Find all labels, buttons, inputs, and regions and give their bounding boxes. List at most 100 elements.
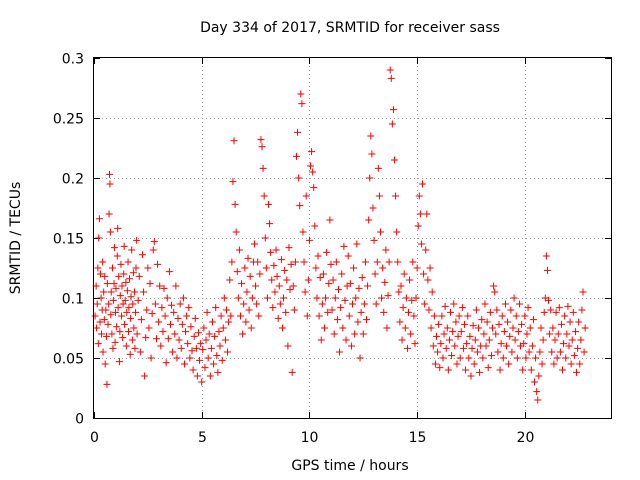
- data-point: [208, 318, 216, 326]
- data-point: [270, 262, 278, 270]
- data-point: [495, 320, 503, 328]
- data-point: [175, 336, 183, 344]
- x-tick-label: 5: [198, 430, 207, 446]
- data-point: [429, 342, 437, 350]
- data-point: [264, 200, 272, 208]
- data-point: [428, 288, 436, 296]
- data-point: [300, 258, 308, 266]
- data-point: [107, 311, 115, 319]
- data-point: [229, 178, 237, 186]
- data-point: [490, 282, 498, 290]
- data-point: [315, 312, 323, 320]
- data-point: [419, 180, 427, 188]
- data-point: [434, 348, 442, 356]
- data-point: [375, 192, 383, 200]
- data-point: [567, 360, 575, 368]
- data-point: [361, 258, 369, 266]
- data-point: [98, 330, 106, 338]
- data-point: [442, 344, 450, 352]
- data-point: [514, 328, 522, 336]
- data-point: [508, 348, 516, 356]
- data-point: [416, 210, 424, 218]
- data-point: [511, 336, 519, 344]
- data-point: [161, 312, 169, 320]
- data-point: [166, 320, 174, 328]
- data-point: [455, 312, 463, 320]
- data-point: [476, 368, 484, 376]
- data-point: [352, 294, 360, 302]
- data-point: [579, 288, 587, 296]
- data-point: [388, 120, 396, 128]
- data-point: [569, 308, 577, 316]
- data-point: [228, 258, 236, 266]
- data-point: [125, 304, 133, 312]
- data-point: [133, 330, 141, 338]
- data-point: [332, 258, 340, 266]
- data-point: [97, 294, 105, 302]
- data-point: [331, 294, 339, 302]
- data-point: [385, 258, 393, 266]
- data-point: [537, 324, 545, 332]
- data-point: [184, 340, 192, 348]
- data-point: [128, 246, 136, 254]
- data-point: [171, 330, 179, 338]
- data-point: [224, 348, 232, 356]
- data-point: [303, 312, 311, 320]
- data-point: [314, 252, 322, 260]
- data-point: [287, 260, 295, 268]
- plot-frame: [93, 57, 612, 419]
- data-point: [539, 336, 547, 344]
- data-point: [143, 306, 151, 314]
- data-point: [146, 280, 154, 288]
- data-point: [281, 266, 289, 274]
- data-point: [336, 348, 344, 356]
- data-point: [472, 306, 480, 314]
- data-point: [119, 300, 127, 308]
- data-point: [493, 306, 501, 314]
- data-point: [230, 137, 238, 145]
- data-point: [457, 328, 465, 336]
- data-point: [565, 342, 573, 350]
- data-point: [120, 270, 128, 278]
- data-point: [263, 294, 271, 302]
- data-point: [302, 192, 310, 200]
- data-point: [311, 222, 319, 230]
- data-point: [562, 354, 570, 362]
- data-point: [157, 342, 165, 350]
- data-point: [563, 330, 571, 338]
- data-point: [285, 244, 293, 252]
- data-point: [478, 316, 486, 324]
- data-point: [533, 388, 541, 396]
- data-point: [282, 308, 290, 316]
- data-point: [276, 300, 284, 308]
- data-point: [384, 292, 392, 300]
- data-point: [399, 304, 407, 312]
- data-point: [326, 216, 334, 224]
- y-tick-label: 0.1: [62, 292, 84, 308]
- data-point: [556, 348, 564, 356]
- data-point: [212, 304, 220, 312]
- data-point: [268, 276, 276, 284]
- data-point: [480, 330, 488, 338]
- data-point: [127, 293, 135, 301]
- data-point: [196, 356, 204, 364]
- data-point: [187, 323, 195, 331]
- data-point: [473, 348, 481, 356]
- data-point: [505, 360, 513, 368]
- data-point: [570, 352, 578, 360]
- data-point: [355, 284, 363, 292]
- data-point: [104, 320, 112, 328]
- data-point: [468, 344, 476, 352]
- data-point: [492, 330, 500, 338]
- data-point: [220, 294, 228, 302]
- data-point: [365, 216, 373, 224]
- data-point: [213, 352, 221, 360]
- data-point: [111, 338, 119, 346]
- data-point: [374, 164, 382, 172]
- data-point: [154, 260, 162, 268]
- data-points: [91, 66, 589, 404]
- data-point: [169, 348, 177, 356]
- data-point: [327, 260, 335, 268]
- data-point: [109, 344, 117, 352]
- data-point: [536, 348, 544, 356]
